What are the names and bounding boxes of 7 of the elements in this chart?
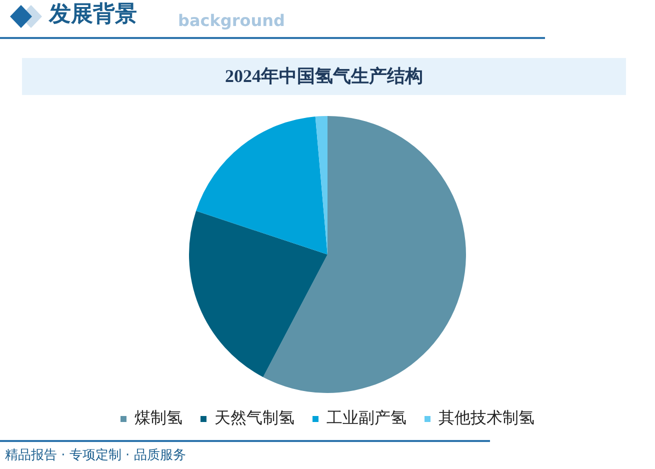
text: 发展背景 <box>49 1 137 27</box>
legend-label: 天然气制氢 <box>214 408 294 428</box>
text: 精品报告 · 专项定制 · 品质服务 <box>5 447 186 465</box>
legend-label: 煤制氢 <box>134 408 182 428</box>
legend-label: 工业副产氢 <box>326 408 406 428</box>
legend-label: 其他技术制氢 <box>438 408 534 428</box>
text: background <box>178 11 285 30</box>
